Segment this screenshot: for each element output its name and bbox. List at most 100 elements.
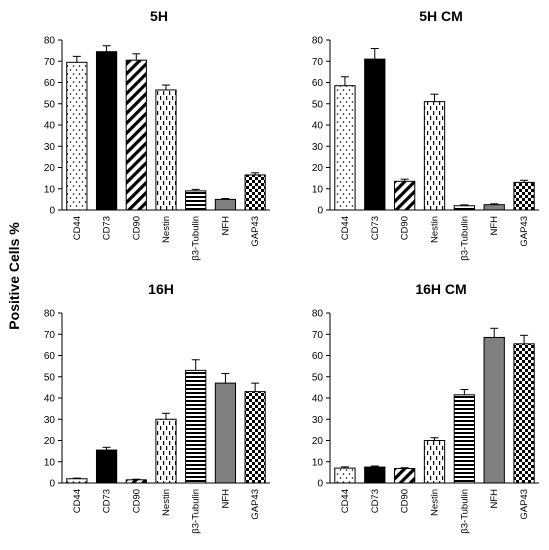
- y-tick-label: 40: [312, 394, 324, 405]
- x-category-label: CD90: [400, 216, 411, 240]
- y-tick-label: 50: [312, 372, 324, 383]
- chart-title: 5H: [150, 8, 168, 24]
- chart-title: 16H: [148, 281, 174, 297]
- x-category-label: GAP43: [250, 489, 261, 520]
- y-tick-label: 60: [312, 78, 324, 89]
- y-tick-label: 20: [312, 436, 324, 447]
- bar--3-tubulin: [185, 369, 207, 484]
- y-tick-label: 80: [44, 36, 56, 47]
- bar-gap43: [244, 391, 266, 484]
- y-tick-label: 70: [44, 330, 56, 341]
- bar-cd90: [393, 180, 416, 211]
- x-category-label: CD73: [370, 216, 381, 240]
- bar-nfh: [214, 382, 237, 484]
- bar-nfh: [483, 204, 505, 211]
- bar--3-tubulin: [453, 205, 476, 211]
- x-category-label: Nestin: [161, 489, 172, 516]
- y-tick-label: 0: [49, 206, 55, 217]
- bar-nfh: [483, 336, 505, 484]
- bar-cd44: [66, 478, 88, 484]
- bar--3-tubulin: [453, 394, 476, 484]
- y-tick-label: 50: [44, 99, 56, 110]
- x-category-label: NFH: [489, 216, 500, 236]
- y-tick-label: 0: [49, 479, 55, 490]
- figure-y-label: Positive Cells %: [6, 222, 22, 330]
- y-tick-label: 60: [44, 351, 56, 362]
- bar-gap43: [513, 181, 535, 211]
- bar-gap43: [244, 174, 266, 211]
- chart-title: 16H CM: [415, 281, 466, 297]
- x-category-label: CD73: [102, 216, 113, 240]
- bar--3-tubulin: [185, 190, 207, 211]
- bar-cd90: [125, 59, 147, 211]
- bar-gap43: [513, 343, 535, 484]
- y-tick-label: 10: [44, 457, 56, 468]
- bar-nestin: [423, 101, 446, 211]
- y-tick-label: 10: [312, 457, 324, 468]
- bar-cd90: [393, 468, 416, 484]
- y-tick-label: 20: [44, 163, 56, 174]
- bar-nfh: [214, 198, 237, 211]
- bar-nestin: [155, 89, 177, 211]
- y-tick-label: 40: [44, 121, 56, 132]
- y-tick-label: 70: [312, 330, 324, 341]
- x-category-label: CD90: [131, 216, 142, 240]
- x-category-label: CD44: [340, 489, 351, 513]
- y-tick-label: 30: [44, 415, 56, 426]
- y-tick-label: 70: [312, 57, 324, 68]
- chart-panel-1: 5H 0 10 20 30 40 50 60 70 80 CD44 CD73 CD90 Nestin β3-…: [44, 8, 270, 261]
- x-category-label: CD90: [131, 489, 142, 513]
- x-category-label: CD44: [340, 216, 351, 240]
- y-tick-label: 0: [317, 206, 323, 217]
- bar-cd73: [364, 58, 386, 211]
- y-tick-label: 30: [44, 142, 56, 153]
- x-category-label: CD73: [370, 489, 381, 513]
- bar-cd73: [364, 466, 386, 484]
- y-tick-label: 40: [312, 121, 324, 132]
- y-tick-label: 40: [44, 394, 56, 405]
- x-category-label: NFH: [220, 489, 231, 509]
- y-tick-label: 80: [312, 36, 324, 47]
- x-category-label: NFH: [489, 489, 500, 509]
- bar-cd44: [334, 467, 356, 484]
- bar-cd44: [66, 61, 88, 211]
- y-tick-label: 30: [312, 415, 324, 426]
- chart-panel-2: 5H CM 0 10 20 30 40 50 60 70 80 CD44 CD73 CD90 Nestin…: [312, 8, 539, 261]
- x-category-label: β3-Tubulin: [459, 216, 470, 261]
- x-category-label: Nestin: [430, 216, 441, 243]
- y-tick-label: 20: [312, 163, 324, 174]
- chart-panel-3: 16H 0 10 20 30 40 50 60 70 80 CD44 CD73 CD90 Nestin β3…: [44, 281, 270, 534]
- chart-panel-4: 16H CM 0 10 20 30 40 50 60 70 80 CD44 CD73 CD90 Nesti…: [312, 281, 539, 534]
- bar-nestin: [423, 440, 446, 484]
- x-category-label: β3-Tubulin: [191, 489, 202, 534]
- x-category-label: β3-Tubulin: [459, 489, 470, 534]
- bar-nestin: [155, 418, 177, 484]
- chart-title: 5H CM: [419, 8, 463, 24]
- y-tick-label: 80: [44, 309, 56, 320]
- bar-cd73: [95, 449, 118, 484]
- y-tick-label: 10: [312, 184, 324, 195]
- y-tick-label: 50: [44, 372, 56, 383]
- x-category-label: GAP43: [519, 216, 530, 247]
- x-category-label: Nestin: [161, 216, 172, 243]
- y-tick-label: 50: [312, 99, 324, 110]
- x-category-label: β3-Tubulin: [191, 216, 202, 261]
- bar-cd44: [334, 85, 356, 211]
- x-category-label: CD44: [72, 216, 83, 240]
- x-category-label: GAP43: [250, 216, 261, 247]
- x-category-label: Nestin: [430, 489, 441, 516]
- y-tick-label: 60: [312, 351, 324, 362]
- x-category-label: NFH: [220, 216, 231, 236]
- x-category-label: GAP43: [519, 489, 530, 520]
- x-category-label: CD73: [102, 489, 113, 513]
- y-tick-label: 70: [44, 57, 56, 68]
- y-tick-label: 0: [317, 479, 323, 490]
- bar-cd73: [95, 51, 118, 211]
- x-category-label: CD44: [72, 489, 83, 513]
- y-tick-label: 60: [44, 78, 56, 89]
- y-tick-label: 30: [312, 142, 324, 153]
- y-tick-label: 20: [44, 436, 56, 447]
- y-tick-label: 10: [44, 184, 56, 195]
- y-tick-label: 80: [312, 309, 324, 320]
